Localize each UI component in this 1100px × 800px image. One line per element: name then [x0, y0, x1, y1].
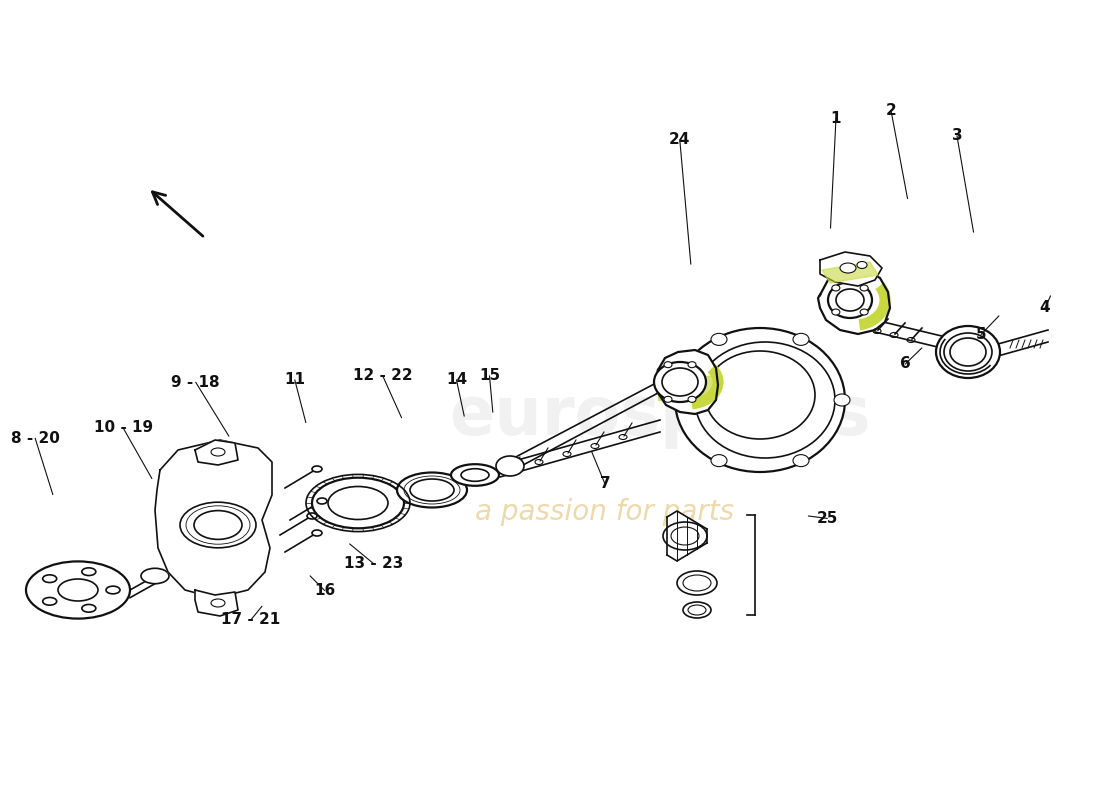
- Ellipse shape: [307, 513, 317, 519]
- Text: 8 - 20: 8 - 20: [11, 431, 59, 446]
- Ellipse shape: [58, 579, 98, 601]
- Ellipse shape: [663, 522, 707, 550]
- Polygon shape: [195, 440, 238, 465]
- Polygon shape: [195, 590, 238, 616]
- Polygon shape: [818, 270, 890, 334]
- Text: 2: 2: [886, 103, 896, 118]
- Text: 12 - 22: 12 - 22: [353, 369, 412, 383]
- Text: 3: 3: [952, 129, 962, 143]
- Ellipse shape: [81, 605, 96, 612]
- Ellipse shape: [312, 530, 322, 536]
- Ellipse shape: [828, 282, 872, 318]
- Text: 9 - 18: 9 - 18: [172, 375, 220, 390]
- Ellipse shape: [832, 285, 840, 291]
- Text: 24: 24: [669, 133, 691, 147]
- Text: 7: 7: [600, 477, 610, 491]
- Ellipse shape: [410, 479, 454, 501]
- Ellipse shape: [711, 334, 727, 346]
- Ellipse shape: [670, 394, 686, 406]
- Ellipse shape: [936, 326, 1000, 378]
- Ellipse shape: [860, 309, 868, 315]
- Text: 5: 5: [976, 327, 987, 342]
- Ellipse shape: [688, 396, 696, 402]
- Polygon shape: [155, 440, 272, 598]
- Text: 14: 14: [446, 373, 468, 387]
- Ellipse shape: [328, 486, 388, 519]
- Text: 4: 4: [1040, 301, 1050, 315]
- Ellipse shape: [834, 394, 850, 406]
- Ellipse shape: [312, 478, 404, 528]
- Text: 6: 6: [900, 357, 911, 371]
- Text: 17 - 21: 17 - 21: [221, 613, 280, 627]
- Ellipse shape: [317, 498, 327, 504]
- Ellipse shape: [662, 368, 698, 396]
- Ellipse shape: [840, 263, 856, 273]
- Ellipse shape: [836, 289, 864, 311]
- Polygon shape: [667, 511, 707, 561]
- Ellipse shape: [461, 469, 490, 482]
- Polygon shape: [820, 252, 882, 286]
- Text: 25: 25: [816, 511, 838, 526]
- Text: 10 - 19: 10 - 19: [94, 421, 153, 435]
- Ellipse shape: [211, 448, 226, 456]
- Text: 13 - 23: 13 - 23: [344, 557, 404, 571]
- Ellipse shape: [664, 396, 672, 402]
- Text: 16: 16: [314, 583, 336, 598]
- Ellipse shape: [683, 602, 711, 618]
- Ellipse shape: [664, 362, 672, 368]
- Ellipse shape: [106, 586, 120, 594]
- Ellipse shape: [43, 598, 57, 605]
- Polygon shape: [822, 262, 878, 283]
- Ellipse shape: [141, 568, 169, 584]
- Ellipse shape: [950, 338, 986, 366]
- Ellipse shape: [180, 502, 256, 548]
- Ellipse shape: [832, 309, 840, 315]
- Ellipse shape: [496, 456, 524, 476]
- Ellipse shape: [312, 466, 322, 472]
- Ellipse shape: [654, 362, 706, 402]
- Text: 1: 1: [830, 111, 842, 126]
- Text: 15: 15: [478, 369, 500, 383]
- Ellipse shape: [944, 333, 992, 371]
- Ellipse shape: [81, 568, 96, 575]
- Ellipse shape: [793, 334, 808, 346]
- Ellipse shape: [793, 454, 808, 466]
- Ellipse shape: [857, 262, 867, 269]
- Ellipse shape: [194, 510, 242, 539]
- Ellipse shape: [43, 575, 57, 582]
- Ellipse shape: [451, 464, 499, 486]
- Ellipse shape: [860, 285, 868, 291]
- Ellipse shape: [711, 454, 727, 466]
- Ellipse shape: [397, 473, 468, 507]
- Ellipse shape: [676, 571, 717, 595]
- Ellipse shape: [688, 362, 696, 368]
- Text: a passion for parts: a passion for parts: [475, 498, 735, 526]
- Ellipse shape: [675, 328, 845, 472]
- Text: eurospares: eurospares: [449, 383, 871, 449]
- Ellipse shape: [26, 562, 130, 618]
- Ellipse shape: [211, 599, 226, 607]
- Text: 11: 11: [284, 373, 306, 387]
- Polygon shape: [656, 350, 718, 414]
